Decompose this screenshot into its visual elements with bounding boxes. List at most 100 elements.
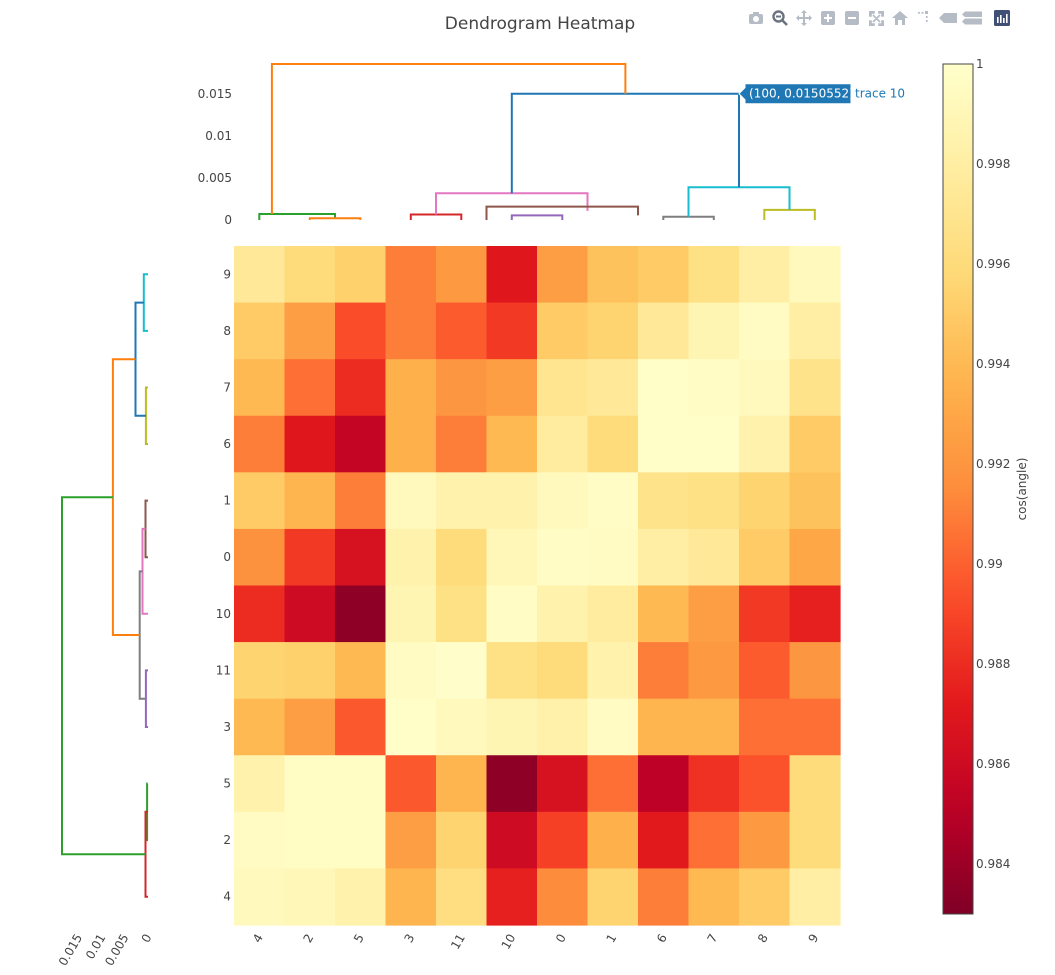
heatmap-cell-1-0[interactable] (537, 472, 589, 530)
heatmap-cell-3-2[interactable] (284, 698, 336, 756)
heatmap-cell-0-3[interactable] (385, 528, 437, 587)
heatmap-cell-4-11[interactable] (436, 868, 488, 926)
heatmap-cell-1-4[interactable] (234, 472, 286, 530)
heatmap-cell-3-1[interactable] (587, 698, 639, 756)
top-dendrogram-link[interactable] (435, 192, 589, 215)
heatmap-cell-10-8[interactable] (739, 585, 791, 643)
heatmap-cell-2-11[interactable] (436, 811, 488, 870)
heatmap-cell-11-5[interactable] (335, 642, 387, 700)
heatmap-cell-9-4[interactable] (234, 246, 286, 304)
heatmap-cell-1-5[interactable] (335, 472, 387, 530)
heatmap-cell-4-6[interactable] (638, 868, 690, 926)
heatmap-cell-5-10[interactable] (486, 755, 538, 813)
heatmap-cell-3-4[interactable] (234, 698, 286, 756)
heatmap-cell-4-4[interactable] (234, 868, 286, 926)
heatmap-cell-1-1[interactable] (587, 472, 639, 530)
heatmap-cell-8-3[interactable] (385, 302, 437, 360)
heatmap-cell-11-2[interactable] (284, 642, 336, 700)
heatmap-cell-7-1[interactable] (587, 359, 639, 417)
top-dendrogram-link[interactable] (270, 63, 627, 214)
left-dendrogram-link[interactable] (61, 496, 146, 856)
heatmap-cell-11-0[interactable] (537, 642, 589, 700)
heatmap-cell-9-3[interactable] (385, 246, 437, 304)
heatmap-cell-3-8[interactable] (739, 698, 791, 756)
heatmap-cell-7-9[interactable] (789, 359, 841, 417)
heatmap-cell-0-6[interactable] (638, 528, 690, 587)
heatmap-cell-11-6[interactable] (638, 642, 690, 700)
heatmap-cell-6-0[interactable] (537, 415, 589, 473)
heatmap-cell-9-1[interactable] (587, 246, 639, 304)
heatmap-cell-10-9[interactable] (789, 585, 841, 643)
heatmap-cell-5-11[interactable] (436, 755, 488, 813)
heatmap-cell-1-11[interactable] (436, 472, 488, 530)
heatmap-cell-6-3[interactable] (385, 415, 437, 473)
heatmap-cell-3-10[interactable] (486, 698, 538, 756)
heatmap-cell-7-4[interactable] (234, 359, 286, 417)
heatmap-cell-11-11[interactable] (436, 642, 488, 700)
heatmap-cell-5-8[interactable] (739, 755, 791, 813)
heatmap-cell-5-9[interactable] (789, 755, 841, 813)
zoom-icon[interactable] (768, 8, 792, 28)
heatmap-cell-7-6[interactable] (638, 359, 690, 417)
heatmap-cell-1-2[interactable] (284, 472, 336, 530)
heatmap-cell-2-10[interactable] (486, 811, 538, 870)
heatmap-cell-3-9[interactable] (789, 698, 841, 756)
heatmap-cell-9-10[interactable] (486, 246, 538, 304)
heatmap-cell-6-8[interactable] (739, 415, 791, 473)
heatmap-cell-4-5[interactable] (335, 868, 387, 926)
hover-compare-icon[interactable] (960, 8, 984, 28)
heatmap-cell-5-1[interactable] (587, 755, 639, 813)
top-dendrogram-link[interactable] (485, 205, 639, 220)
heatmap-cell-10-1[interactable] (587, 585, 639, 643)
heatmap-cell-8-0[interactable] (537, 302, 589, 360)
left-dendrogram-link[interactable] (144, 499, 149, 559)
heatmap-cell-1-7[interactable] (688, 472, 740, 530)
heatmap-cell-0-5[interactable] (335, 528, 387, 587)
heatmap-cell-7-2[interactable] (284, 359, 336, 417)
heatmap-cell-9-5[interactable] (335, 246, 387, 304)
heatmap-cell-7-7[interactable] (688, 359, 740, 417)
top-dendrogram-link[interactable] (662, 215, 715, 220)
heatmap-cell-4-3[interactable] (385, 868, 437, 926)
left-dendrogram-link[interactable] (142, 273, 148, 332)
heatmap-cell-4-10[interactable] (486, 868, 538, 926)
heatmap-cell-6-11[interactable] (436, 415, 488, 473)
heatmap-cell-11-10[interactable] (486, 642, 538, 700)
heatmap-cell-7-11[interactable] (436, 359, 488, 417)
heatmap-cell-2-7[interactable] (688, 811, 740, 870)
plotly-logo-icon[interactable] (990, 8, 1014, 28)
heatmap-cell-0-2[interactable] (284, 528, 336, 587)
heatmap-cell-0-11[interactable] (436, 528, 488, 587)
heatmap-cell-8-1[interactable] (587, 302, 639, 360)
heatmap-cell-11-9[interactable] (789, 642, 841, 700)
heatmap-cell-5-2[interactable] (284, 755, 336, 813)
top-dendrogram-link[interactable] (763, 208, 816, 220)
left-dendrogram-link[interactable] (144, 386, 148, 445)
heatmap-cell-6-2[interactable] (284, 415, 336, 473)
heatmap-cell-3-7[interactable] (688, 698, 740, 756)
heatmap-cell-2-4[interactable] (234, 811, 286, 870)
zoom-out-icon[interactable] (840, 8, 864, 28)
heatmap-cell-10-2[interactable] (284, 585, 336, 643)
heatmap-cell-0-9[interactable] (789, 528, 841, 587)
heatmap-cell-11-4[interactable] (234, 642, 286, 700)
heatmap-cell-5-4[interactable] (234, 755, 286, 813)
heatmap-cell-5-6[interactable] (638, 755, 690, 813)
heatmap-cell-0-8[interactable] (739, 528, 791, 587)
top-dendrogram-link[interactable] (308, 217, 362, 220)
heatmap-cell-2-2[interactable] (284, 811, 336, 870)
heatmap-cell-4-8[interactable] (739, 868, 791, 926)
heatmap-cell-6-9[interactable] (789, 415, 841, 473)
heatmap-cell-7-8[interactable] (739, 359, 791, 417)
heatmap-cell-8-10[interactable] (486, 302, 538, 360)
heatmap-cell-4-1[interactable] (587, 868, 639, 926)
heatmap-cell-7-5[interactable] (335, 359, 387, 417)
heatmap-cell-4-0[interactable] (537, 868, 589, 926)
heatmap-cell-0-4[interactable] (234, 528, 286, 587)
heatmap-cell-8-11[interactable] (436, 302, 488, 360)
heatmap-cell-7-3[interactable] (385, 359, 437, 417)
heatmap-cell-4-9[interactable] (789, 868, 841, 926)
heatmap-cell-9-11[interactable] (436, 246, 488, 304)
heatmap-cell-8-4[interactable] (234, 302, 286, 360)
heatmap-cell-3-11[interactable] (436, 698, 488, 756)
